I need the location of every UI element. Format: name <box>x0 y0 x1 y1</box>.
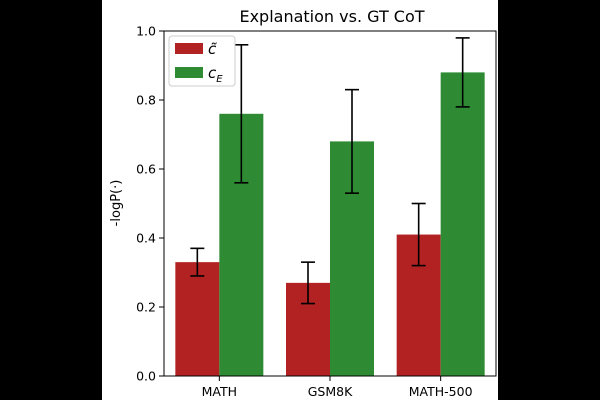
y-tick-label: 0.4 <box>136 231 156 246</box>
x-tick-label: MATH-500 <box>409 384 473 399</box>
y-tick-label: 1.0 <box>136 24 156 39</box>
y-axis-label: -logP(·) <box>109 180 124 227</box>
bar-c-tilde-math <box>175 262 220 376</box>
chart-title: Explanation vs. GT CoT <box>239 7 424 26</box>
y-tick-label: 0.0 <box>136 369 156 384</box>
y-tick-label: 0.8 <box>136 93 156 108</box>
bar-c-e-math-500 <box>440 72 485 377</box>
legend-label: cE <box>208 64 223 85</box>
legend: c̃ cE <box>168 35 236 87</box>
x-tick-label: MATH <box>202 384 237 399</box>
figure-panel: Explanation vs. GT CoT -logP(·) 0.0 0.2 0.… <box>102 0 498 400</box>
error-bars-group <box>190 37 470 305</box>
bar-chart: Explanation vs. GT CoT -logP(·) 0.00.20.… <box>109 7 497 399</box>
x-tick-label: GSM8K <box>308 384 353 399</box>
y-tick-label: 0.2 <box>136 300 156 315</box>
y-tick-label: 0.6 <box>136 162 156 177</box>
legend-label: c̃ <box>208 40 217 58</box>
axes-group: 0.0 0.2 0.4 0.6 0.8 1.0 MATH GSM8K MATH-500 <box>136 24 497 399</box>
legend-swatch <box>175 67 203 78</box>
bars-group <box>175 72 485 377</box>
legend-swatch <box>175 43 203 54</box>
